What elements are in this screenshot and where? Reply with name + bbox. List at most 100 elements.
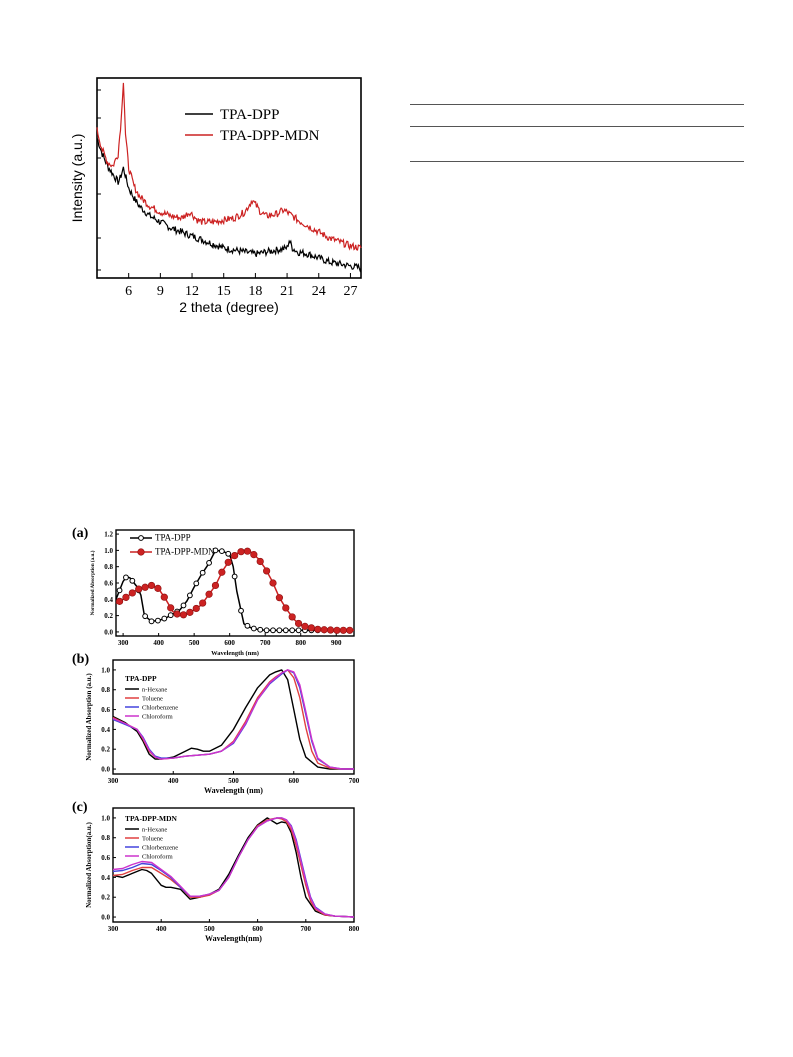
data-point <box>141 583 149 591</box>
x-tick-label: 500 <box>189 639 200 647</box>
data-point <box>173 610 181 618</box>
data-point <box>339 626 347 634</box>
table-bottom-rule <box>410 161 744 162</box>
legend-label: TPA-DPP-MDN <box>155 547 215 557</box>
data-point <box>129 577 136 584</box>
y-tick-label: 0.4 <box>101 874 110 882</box>
y-tick-label: 1.0 <box>101 666 110 674</box>
y-tick-label: 0.0 <box>101 766 110 774</box>
x-tick-label: 27 <box>343 284 357 299</box>
data-point <box>167 604 175 612</box>
data-point <box>263 627 270 634</box>
data-point <box>161 615 168 622</box>
y-axis-label: Normalized Absorption (a.u.) <box>85 673 93 761</box>
xrd-chart: 6 9 12 15 18 21 24 27 TPA-DPP TPA-DPP-MDN 2 theta … <box>69 77 362 315</box>
data-point <box>122 593 130 601</box>
legend-label: Chloroform <box>142 714 173 721</box>
x-tick-label: 300 <box>108 925 119 933</box>
data-point <box>199 599 207 607</box>
legend-label: n-Hexane <box>142 687 167 694</box>
x-axis-label: 2 theta (degree) <box>179 299 279 315</box>
data-point <box>237 548 245 556</box>
table-top-rule <box>410 104 744 105</box>
data-point <box>270 627 276 634</box>
x-tick-label: 700 <box>301 925 312 933</box>
inner-title: TPA-DPP-MDN <box>125 814 178 823</box>
data-point <box>238 607 244 614</box>
legend-label: Chlorbenzene <box>142 845 178 852</box>
y-tick-label: 0.8 <box>101 834 110 842</box>
y-tick-label: 0.8 <box>101 686 110 694</box>
y-axis-label: Normalized Absorption (a.u.) <box>89 550 96 615</box>
y-axis-label: Normalized Absorption(a.u.) <box>85 821 93 907</box>
x-tick-label: 21 <box>280 284 294 299</box>
data-point <box>128 589 136 597</box>
data-point <box>123 574 129 581</box>
y-tick-label: 0.4 <box>101 726 110 734</box>
data-point <box>333 626 341 634</box>
legend-label: Toluene <box>142 836 163 843</box>
data-point <box>269 579 277 587</box>
data-point <box>192 604 200 613</box>
x-axis-label: Wavelength (nm) <box>204 786 263 795</box>
data-point <box>250 625 257 632</box>
panel-c-label: (c) <box>72 800 88 815</box>
x-tick-label: 400 <box>168 777 179 785</box>
legend-label: Chlorbenzene <box>142 705 178 712</box>
series-line-tpa-dpp <box>96 137 362 273</box>
legend-label: Chloroform <box>142 854 173 861</box>
data-point <box>257 626 264 633</box>
data-point <box>243 547 252 555</box>
y-tick-label: 0.6 <box>104 580 113 588</box>
data-point <box>225 550 232 557</box>
data-point <box>147 581 156 590</box>
data-point <box>186 608 194 616</box>
data-point <box>307 624 315 632</box>
y-tick-label: 1.0 <box>101 814 110 822</box>
y-tick-label: 0.6 <box>101 706 110 714</box>
data-point <box>179 611 188 619</box>
legend-marker <box>137 548 145 556</box>
absorption-chart-c: 300 400 500 600 700 800 0.0 0.2 0.4 0.6 0.8 1.0 TPA-… <box>85 807 360 943</box>
x-tick-label: 600 <box>224 639 235 647</box>
y-tick-label: 0.2 <box>101 746 110 754</box>
data-point <box>160 593 168 601</box>
x-tick-label: 500 <box>228 777 239 785</box>
x-tick-label: 700 <box>349 777 360 785</box>
panel-a-label: (a) <box>72 526 89 541</box>
data-point <box>276 627 283 634</box>
series-line-n-hexane <box>112 669 354 770</box>
series-line-chloroform <box>112 817 355 918</box>
y-tick-label: 0.8 <box>104 563 113 571</box>
x-axis-label: Wavelength (nm) <box>211 650 259 657</box>
y-tick-label: 0.0 <box>101 914 110 922</box>
x-tick-label: 600 <box>252 925 263 933</box>
series-line-chloroform <box>112 669 354 770</box>
data-point <box>186 592 193 599</box>
data-point <box>212 547 219 554</box>
y-tick-label: 0.2 <box>104 612 113 620</box>
data-point <box>205 590 213 598</box>
x-tick-label: 900 <box>331 639 342 647</box>
absorption-chart-b: 300 400 500 600 700 0.0 0.2 0.4 0.6 0.8 1.0 TPA-DPP… <box>85 659 360 795</box>
data-point <box>231 573 238 580</box>
data-point <box>115 597 124 605</box>
x-tick-label: 24 <box>312 284 326 299</box>
x-tick-label: 15 <box>217 284 231 299</box>
data-point <box>211 581 220 590</box>
x-tick-label: 500 <box>204 925 215 933</box>
x-tick-label: 400 <box>156 925 167 933</box>
y-tick-label: 1.2 <box>104 531 113 539</box>
data-point <box>314 625 322 633</box>
data-point <box>167 612 174 619</box>
data-point <box>282 627 289 634</box>
data-point <box>275 594 284 602</box>
data-point <box>244 622 251 629</box>
data-point <box>199 569 206 576</box>
legend-marker <box>138 535 144 541</box>
plot-frame <box>96 77 362 279</box>
data-point <box>135 585 143 593</box>
legend-label: TPA-DPP <box>155 533 191 543</box>
series-line-tpa-dpp-mdn <box>96 82 362 251</box>
data-point <box>295 627 302 634</box>
